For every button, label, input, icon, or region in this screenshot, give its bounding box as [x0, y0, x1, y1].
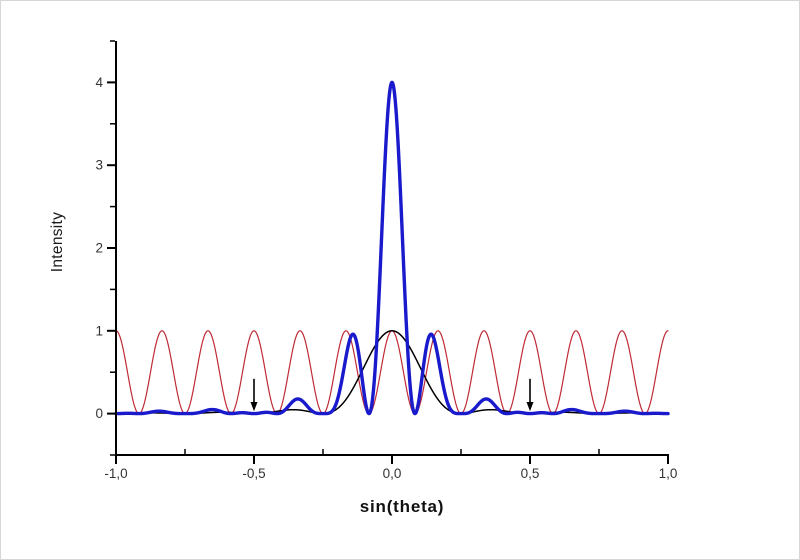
x-axis-title: sin(theta)	[359, 497, 445, 516]
missing-order-arrow-head	[526, 402, 534, 412]
y-tick-label: 1	[95, 323, 103, 338]
y-tick-label: 3	[95, 158, 103, 173]
x-tick-label: -1,0	[104, 466, 127, 481]
x-tick-label: 0,5	[521, 466, 540, 481]
interference-curve	[115, 330, 669, 415]
combined-curve	[114, 80, 670, 416]
y-tick-label: 0	[95, 406, 103, 421]
x-tick-label: 0,0	[383, 466, 402, 481]
x-tick-label: 1,0	[659, 466, 678, 481]
envelope-curve	[115, 330, 669, 415]
y-tick-label: 4	[95, 75, 103, 90]
y-tick-label: 2	[95, 241, 103, 256]
x-tick-label: -0,5	[242, 466, 265, 481]
missing-order-arrow-head	[250, 402, 258, 412]
y-axis-title: Intensity	[49, 211, 66, 273]
